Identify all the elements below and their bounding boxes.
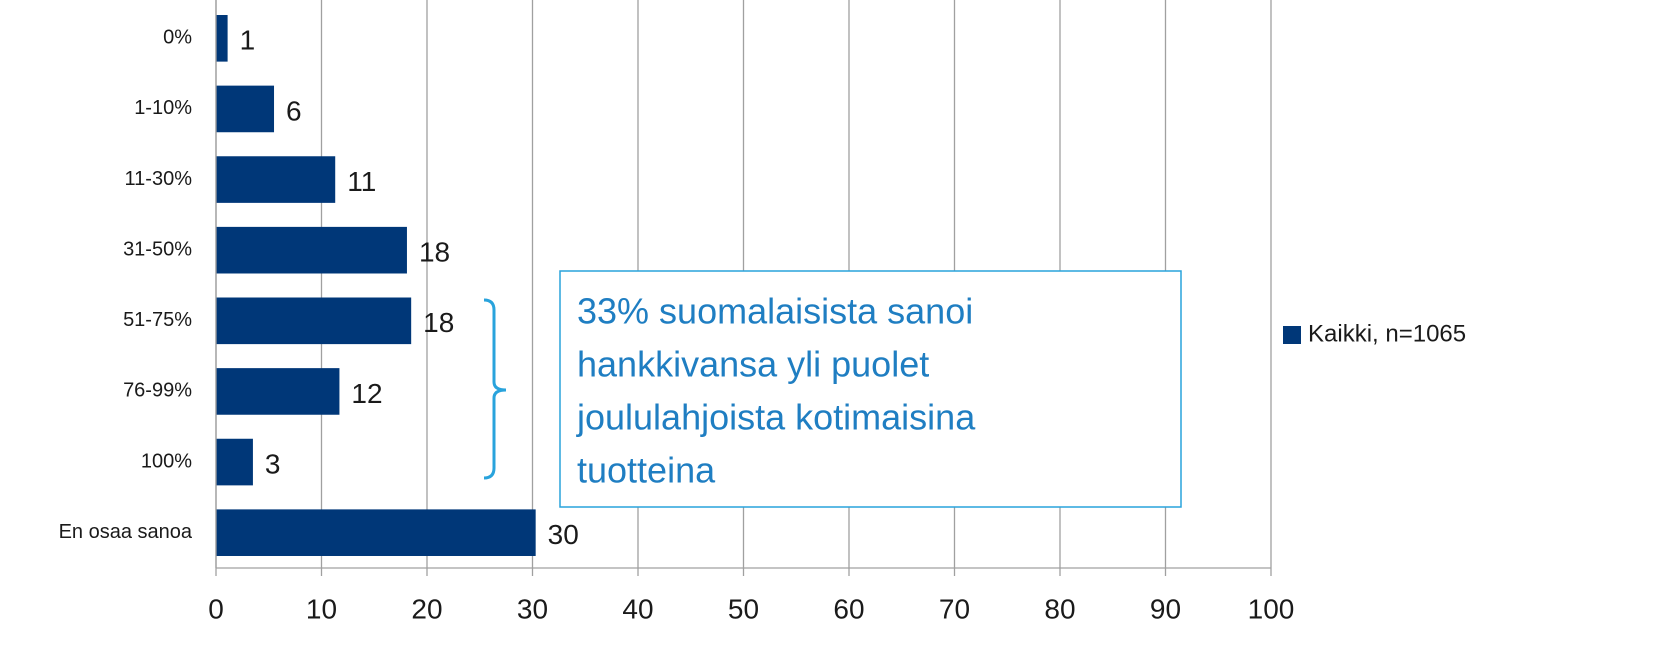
- value-label: 12: [351, 378, 382, 409]
- bar: [216, 438, 253, 486]
- value-label: 3: [265, 448, 281, 479]
- bar: [216, 156, 336, 203]
- x-tick-label: 70: [939, 593, 970, 624]
- x-tick-label: 0: [208, 593, 224, 624]
- x-tick-label: 100: [1248, 593, 1295, 624]
- y-tick-label: 1-10%: [134, 97, 192, 119]
- value-label: 18: [423, 307, 454, 338]
- y-tick-label: 11-30%: [125, 168, 193, 190]
- bar: [216, 297, 412, 345]
- y-tick-label: 51-75%: [123, 309, 192, 331]
- bar: [216, 509, 536, 556]
- annotation-text: tuotteina: [577, 450, 716, 491]
- x-tick-label: 40: [622, 593, 653, 624]
- x-tick-label: 90: [1150, 593, 1181, 624]
- value-label: 18: [419, 237, 450, 268]
- value-label: 1: [240, 25, 256, 56]
- value-label: 6: [286, 95, 302, 126]
- bar: [216, 226, 407, 274]
- x-tick-label: 50: [728, 593, 759, 624]
- annotation-text: joululahjoista kotimaisina: [576, 397, 976, 438]
- y-tick-label: 76-99%: [123, 380, 192, 402]
- legend-swatch: [1283, 326, 1301, 344]
- y-tick-label: 0%: [163, 27, 192, 49]
- annotation-text: hankkivansa yli puolet: [577, 344, 929, 385]
- bar: [216, 15, 228, 62]
- y-tick-label: 31-50%: [123, 238, 192, 260]
- x-tick-label: 10: [306, 593, 337, 624]
- bar: [216, 85, 275, 133]
- x-tick-label: 30: [517, 593, 548, 624]
- bracket: [483, 298, 507, 480]
- x-tick-label: 60: [833, 593, 864, 624]
- x-tick-label: 20: [411, 593, 442, 624]
- y-tick-label: 100%: [141, 450, 192, 472]
- value-label: 11: [347, 166, 376, 197]
- value-label: 30: [548, 519, 579, 550]
- legend-label: Kaikki, n=1065: [1308, 320, 1466, 347]
- annotation-text: 33% suomalaisista sanoi: [577, 291, 973, 332]
- annotation-box: [559, 270, 1182, 508]
- y-tick-label: En osaa sanoa: [59, 521, 193, 543]
- bar: [216, 368, 340, 415]
- x-tick-label: 80: [1044, 593, 1075, 624]
